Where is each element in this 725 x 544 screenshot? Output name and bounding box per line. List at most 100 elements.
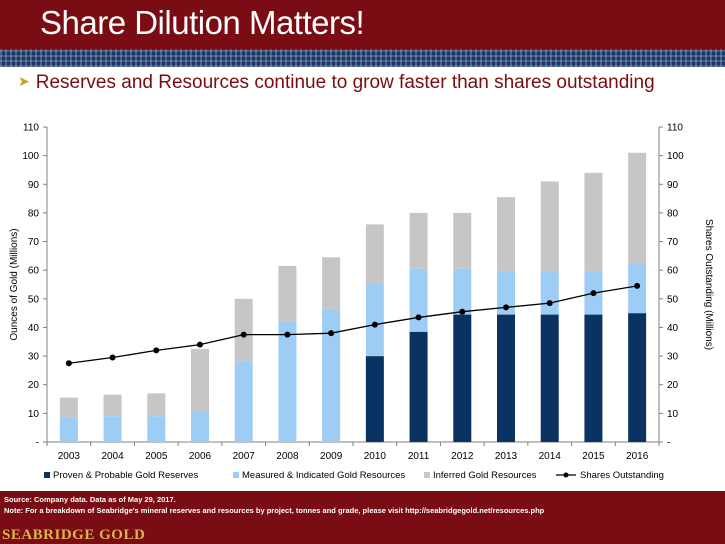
bar-segment (628, 313, 647, 442)
x-tick-label: 2005 (145, 451, 168, 462)
left-tick-label: 80 (28, 208, 40, 219)
left-tick-label: 50 (28, 294, 40, 305)
x-tick-label: 2010 (364, 451, 387, 462)
shares-outstanding-point (284, 331, 291, 338)
right-tick-label: 100 (667, 151, 684, 162)
right-tick-label: 20 (667, 380, 679, 391)
brand-logo: SEABRIDGE GOLD (2, 527, 146, 543)
bar-segment (103, 416, 122, 442)
shares-outstanding-point (109, 354, 116, 361)
bar-segment (234, 361, 253, 442)
right-tick-label: 60 (667, 266, 679, 277)
shares-outstanding-line (68, 285, 638, 364)
left-tick-label: 40 (28, 323, 40, 334)
left-tick-label: 90 (28, 180, 40, 191)
bar-segment (322, 308, 341, 442)
right-axis-title: Shares Outstanding (Millions) (703, 219, 714, 350)
bar-segment (191, 411, 209, 442)
shares-outstanding-point (415, 314, 422, 321)
legend-label: Shares Outstanding (580, 470, 664, 481)
bar-segment (540, 314, 559, 442)
bar-segment (453, 268, 472, 315)
right-tick-label: - (667, 438, 670, 449)
bar-segment (409, 268, 428, 332)
x-tick-label: 2015 (582, 451, 605, 462)
right-tick-label: 80 (667, 208, 679, 219)
bar-segment (497, 271, 515, 315)
bar-segment (147, 393, 166, 417)
bar-segment (322, 257, 341, 309)
subtitle-text: Reserves and Resources continue to grow … (35, 72, 655, 93)
bar-segment (278, 321, 297, 442)
bar-segment (540, 271, 559, 315)
x-tick-label: 2003 (58, 451, 81, 462)
x-tick-label: 2007 (233, 451, 256, 462)
left-tick-label: 60 (28, 266, 40, 277)
left-tick-label: 10 (28, 409, 40, 420)
left-tick-label: 20 (28, 380, 40, 391)
right-tick-label: 110 (667, 123, 683, 134)
left-tick-label: 100 (22, 151, 39, 162)
shares-outstanding-point (546, 300, 553, 307)
shares-outstanding-point (153, 347, 160, 354)
bar-segment (147, 416, 166, 442)
left-tick-label: 30 (28, 352, 40, 363)
bar-segment (365, 283, 384, 357)
bar-segment (365, 224, 384, 284)
bar-segment (59, 417, 78, 442)
x-tick-label: 2016 (626, 451, 649, 462)
bar-segment (59, 397, 78, 418)
bar-segment (540, 181, 559, 272)
shares-outstanding-point (459, 308, 466, 315)
title-bar: Share Dilution Matters! (0, 0, 725, 49)
legend-label: Proven & Probable Gold Reserves (53, 470, 198, 481)
x-tick-label: 2014 (539, 451, 562, 462)
bar-segment (365, 356, 384, 442)
left-axis-title: Ounces of Gold (Millions) (9, 228, 20, 340)
right-tick-label: 90 (667, 180, 679, 191)
bar-segment (497, 314, 515, 442)
x-tick-label: 2008 (276, 451, 299, 462)
gold-chart: - - 10 10 20 20 30 30 40 40 50 50 60 60 70 70 80 80 90 90 10… (9, 123, 714, 482)
bar-segment (191, 348, 209, 412)
x-tick-label: 2004 (101, 451, 124, 462)
shares-outstanding-point (240, 331, 247, 338)
x-tick-label: 2011 (408, 451, 430, 462)
bar-segment (453, 212, 472, 269)
legend-swatch (44, 472, 50, 478)
bar-segment (584, 314, 603, 442)
arrow-bullet-icon: ➤ (18, 73, 30, 89)
x-tick-label: 2009 (320, 451, 343, 462)
slide-title: Share Dilution Matters! (40, 4, 365, 41)
right-tick-label: 70 (667, 237, 679, 248)
bar-segment (278, 265, 297, 322)
bar-segment (453, 314, 472, 442)
x-tick-label: 2013 (495, 451, 518, 462)
shares-outstanding-point (197, 341, 203, 348)
right-tick-label: 50 (667, 294, 679, 305)
resources-note: Note: For a breakdown of Seabridge's min… (4, 506, 545, 515)
bar-segment (497, 197, 515, 272)
bar-segment (584, 172, 603, 272)
right-tick-label: 30 (667, 352, 679, 363)
right-tick-label: 10 (667, 409, 679, 420)
header-pattern-strip (0, 49, 725, 67)
shares-outstanding-point (328, 330, 335, 337)
legend-swatch (233, 472, 239, 478)
legend-label: Measured & Indicated Gold Resources (242, 470, 405, 481)
shares-outstanding-point (503, 304, 509, 311)
legend-label: Inferred Gold Resources (433, 470, 537, 481)
shares-outstanding-point (65, 360, 72, 367)
source-note: Source: Company data. Data as of May 29,… (4, 495, 176, 504)
bar-segment (409, 331, 428, 442)
legend-line-marker (563, 472, 569, 478)
footer-bar: Source: Company data. Data as of May 29,… (0, 491, 725, 544)
bar-segment (409, 212, 428, 269)
shares-outstanding-point (371, 321, 378, 328)
left-tick-label: 70 (28, 237, 40, 248)
shares-outstanding-point (634, 282, 641, 289)
slide-subtitle: ➤ Reserves and Resources continue to grow… (18, 72, 655, 94)
legend-swatch (424, 472, 430, 478)
left-tick-label: 110 (23, 123, 39, 134)
right-tick-label: 40 (667, 323, 679, 334)
